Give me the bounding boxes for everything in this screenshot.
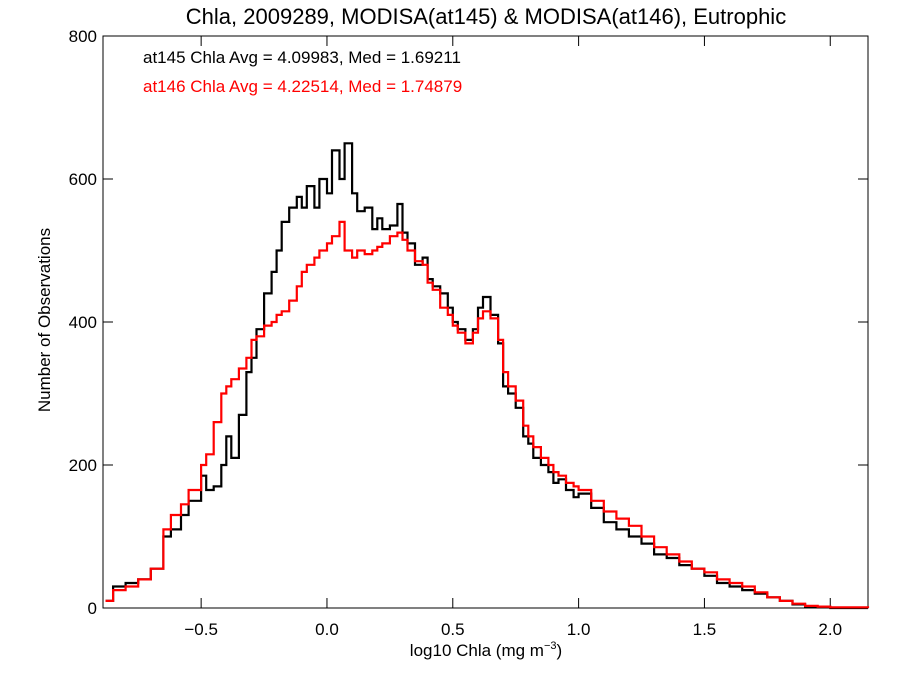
plot-frame: [102, 35, 869, 609]
x-axis-label-sup: −3: [544, 640, 557, 652]
legend-annotation-at146: at146 Chla Avg = 4.22514, Med = 1.74879: [143, 77, 462, 96]
x-tick-label: 1.0: [567, 620, 591, 639]
x-tick-label: 2.0: [818, 620, 842, 639]
y-tick-label: 0: [88, 599, 97, 618]
y-axis: 0 200 400 600 800: [69, 27, 868, 618]
x-axis-label: log10 Chla (mg m−3): [410, 640, 562, 660]
series-line-0: [105, 142, 868, 610]
series-group: [105, 142, 870, 610]
legend-annotation-at145: at145 Chla Avg = 4.09983, Med = 1.69211: [143, 48, 461, 67]
y-tick-label: 600: [69, 170, 97, 189]
x-axis: −0.5 0.0 0.5 1.0 1.5 2.0: [184, 36, 842, 639]
chart-title: Chla, 2009289, MODISA(at145) & MODISA(at…: [186, 4, 786, 29]
x-tick-label: 1.5: [693, 620, 717, 639]
y-tick-label: 800: [69, 27, 97, 46]
x-axis-label-tail: ): [557, 641, 563, 660]
y-tick-label: 200: [69, 456, 97, 475]
x-tick-label: 0.0: [315, 620, 339, 639]
plot-area: [102, 35, 869, 609]
y-axis-label: Number of Observations: [35, 228, 54, 412]
y-tick-label: 400: [69, 313, 97, 332]
x-tick-label: −0.5: [184, 620, 218, 639]
series-line-1: [105, 220, 870, 609]
x-axis-label-main: log10 Chla (mg m: [410, 641, 544, 660]
x-tick-label: 0.5: [441, 620, 465, 639]
